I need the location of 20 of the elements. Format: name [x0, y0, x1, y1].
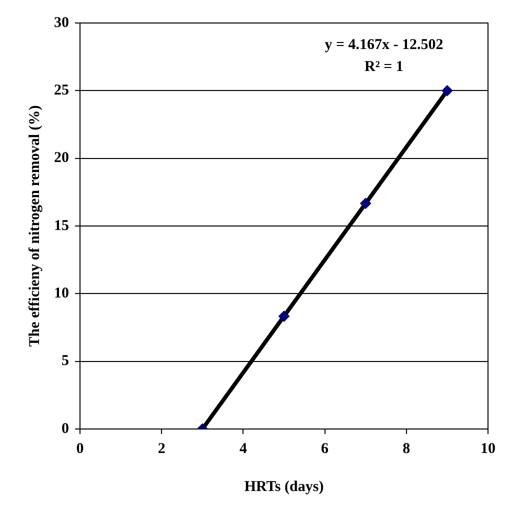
y-axis-title: The efficieny of nitrogen removal (%): [26, 105, 43, 347]
point: [442, 85, 453, 96]
y-tick-label: 10: [54, 286, 69, 302]
y-tick-label: 5: [62, 353, 69, 370]
x-axis-title: HRTs (days): [244, 478, 324, 495]
x-tick-label: 8: [402, 440, 410, 457]
y-tick-label: 25: [54, 82, 69, 99]
y-tick-label: 30: [54, 14, 69, 31]
y-tick-label: 15: [54, 218, 69, 234]
point: [360, 198, 372, 209]
point: [278, 310, 290, 322]
y-tick-label: 0: [62, 420, 69, 437]
annotation: R² = 1: [364, 59, 404, 76]
x-tick-label: 0: [76, 440, 84, 457]
x-tick-label: 10: [480, 440, 496, 457]
annotation: y = 4.167x - 12.502: [324, 37, 444, 54]
x-tick-label: 6: [321, 440, 330, 457]
y-tick-label: 20: [54, 150, 69, 166]
x-tick-label: 4: [239, 440, 248, 457]
x-tick-label: 2: [158, 440, 166, 457]
